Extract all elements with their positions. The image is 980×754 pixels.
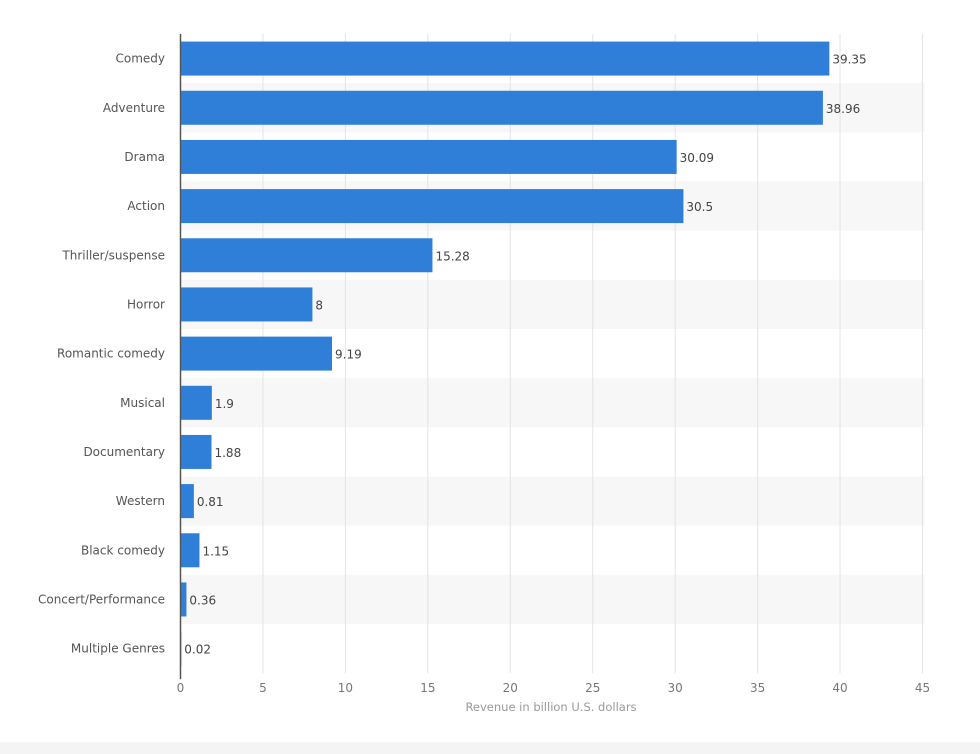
bottom-band: [0, 742, 980, 754]
bar: [180, 238, 433, 273]
bar: [180, 582, 187, 617]
data-label: 30.5: [686, 200, 713, 214]
category-label: Action: [127, 199, 165, 213]
x-tick-label: 20: [503, 681, 518, 695]
category-label: Drama: [124, 150, 165, 164]
category-label: Concert/Performance: [38, 592, 165, 606]
x-tick-label: 30: [668, 681, 683, 695]
bar: [180, 336, 333, 371]
bar: [180, 139, 677, 174]
data-label: 38.96: [826, 102, 860, 116]
row-band: [180, 574, 925, 625]
bar: [180, 385, 212, 420]
x-tick-label: 40: [832, 681, 847, 695]
data-label: 1.88: [214, 446, 241, 460]
data-label: 30.09: [680, 151, 714, 165]
x-axis-title: Revenue in billion U.S. dollars: [465, 700, 637, 714]
x-tick-label: 25: [585, 681, 600, 695]
category-label: Musical: [120, 396, 165, 410]
x-tick-label: 10: [338, 681, 353, 695]
data-label: 1.15: [202, 544, 229, 558]
bar: [180, 90, 823, 125]
x-tick-label: 35: [750, 681, 765, 695]
category-label: Thriller/suspense: [61, 248, 165, 262]
bar: [180, 41, 830, 76]
data-label: 15.28: [435, 249, 469, 263]
bar: [180, 533, 200, 568]
x-tick-label: 0: [177, 681, 185, 695]
category-label: Western: [116, 494, 165, 508]
category-label: Comedy: [115, 52, 165, 66]
category-label: Horror: [127, 297, 165, 311]
bar: [180, 287, 313, 322]
category-label: Romantic comedy: [57, 347, 165, 361]
category-label: Black comedy: [81, 543, 165, 557]
data-label: 0.81: [197, 495, 224, 509]
x-tick-label: 15: [420, 681, 435, 695]
data-label: 1.9: [215, 397, 234, 411]
bar: [180, 434, 212, 469]
data-label: 0.36: [189, 593, 216, 607]
category-label: Adventure: [103, 101, 165, 115]
row-band: [180, 476, 925, 526]
category-label: Documentary: [83, 445, 165, 459]
data-label: 8: [315, 298, 323, 312]
bar: [180, 189, 684, 224]
data-label: 0.02: [184, 643, 211, 657]
data-label: 39.35: [832, 53, 866, 67]
x-tick-label: 5: [259, 681, 267, 695]
x-tick-label: 45: [915, 681, 930, 695]
category-label: Multiple Genres: [71, 642, 165, 656]
row-band: [180, 378, 925, 428]
bar: [180, 484, 194, 519]
data-label: 9.19: [335, 348, 362, 362]
